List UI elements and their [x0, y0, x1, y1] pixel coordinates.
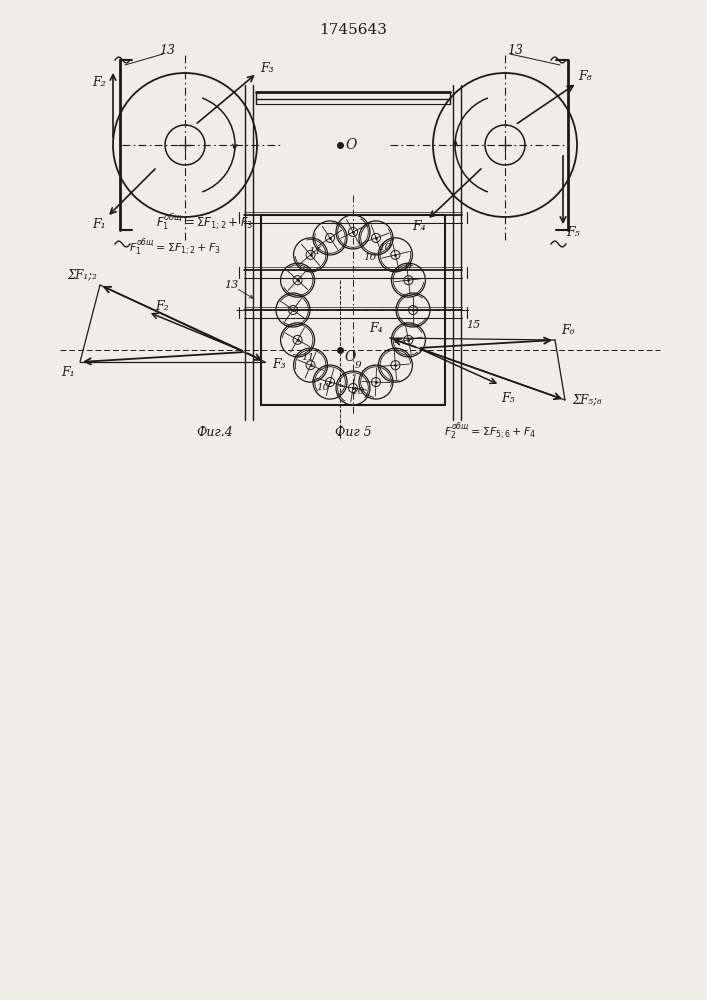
Text: F₈: F₈ [578, 70, 592, 84]
Text: 9: 9 [404, 263, 411, 272]
Text: F₁: F₁ [92, 219, 106, 232]
Text: $F_1^{общ}=\Sigma F_{1;2}+F_3$: $F_1^{общ}=\Sigma F_{1;2}+F_3$ [129, 238, 221, 258]
Text: ΣF₅;₆: ΣF₅;₆ [572, 393, 602, 406]
Text: F₄: F₄ [369, 322, 382, 334]
Text: F₆: F₆ [561, 324, 575, 336]
Text: 10: 10 [378, 243, 392, 252]
Text: 10: 10 [351, 387, 365, 396]
Text: 9: 9 [355, 360, 361, 369]
Text: F₄: F₄ [412, 221, 426, 233]
Text: 10: 10 [363, 253, 377, 262]
Text: F₅: F₅ [566, 227, 580, 239]
Text: 1745643: 1745643 [319, 23, 387, 37]
Text: 10: 10 [316, 383, 329, 392]
Text: F₃: F₃ [272, 358, 286, 370]
Text: 11: 11 [308, 247, 322, 256]
Text: 13: 13 [224, 280, 238, 290]
Text: ΣF₁;₂: ΣF₁;₂ [67, 268, 97, 282]
Text: O: O [345, 138, 357, 152]
Text: F₂: F₂ [92, 77, 106, 90]
Text: Фиг 5: Фиг 5 [334, 426, 371, 440]
Text: $F_2^{общ}=\Sigma F_{5;6}+F_4$: $F_2^{общ}=\Sigma F_{5;6}+F_4$ [444, 422, 536, 442]
Text: 13: 13 [507, 43, 523, 56]
Text: O: O [344, 350, 356, 364]
Text: 15: 15 [466, 320, 480, 330]
Bar [261, 215, 445, 405]
Text: F₅: F₅ [501, 392, 515, 406]
Text: F₁: F₁ [62, 365, 75, 378]
Text: F₂: F₂ [156, 300, 169, 312]
Text: $F_1^{общ}=\Sigma F_{1;2}+F_3$: $F_1^{общ}=\Sigma F_{1;2}+F_3$ [156, 212, 254, 232]
Text: F₃: F₃ [260, 62, 274, 76]
Text: Фиг.4: Фиг.4 [197, 426, 233, 438]
Text: 13: 13 [159, 43, 175, 56]
Text: 11: 11 [301, 354, 315, 362]
